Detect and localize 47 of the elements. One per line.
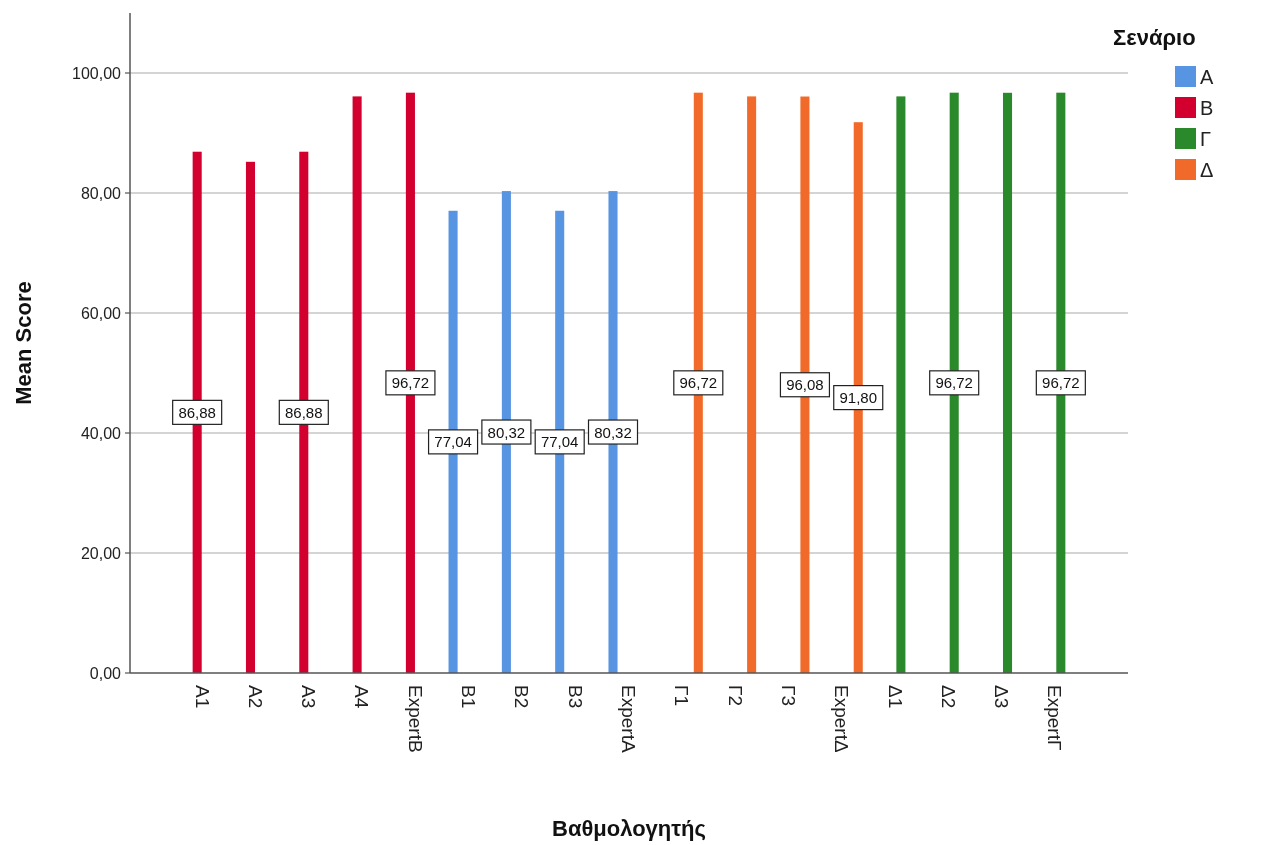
legend-label: Γ — [1200, 128, 1212, 150]
data-label: 96,72 — [679, 374, 718, 392]
y-tick-label: 40,00 — [80, 424, 122, 442]
y-axis-title: Mean Score — [11, 281, 36, 405]
data-label: 96,72 — [935, 374, 973, 392]
legend-label: Β — [1200, 97, 1214, 119]
x-tick-label: Γ2 — [725, 685, 747, 707]
data-label: 96,08 — [786, 376, 824, 394]
y-tick-label: 80,00 — [80, 184, 122, 202]
bar — [1002, 92, 1013, 673]
x-tick-label: Α4 — [351, 685, 373, 709]
data-label: 86,88 — [178, 403, 216, 421]
bar — [747, 96, 757, 673]
bar — [896, 96, 906, 673]
x-tick-label: Α1 — [192, 685, 213, 709]
bar — [352, 96, 362, 673]
data-label: 77,04 — [434, 433, 472, 451]
x-tick-label: Α3 — [298, 685, 320, 709]
x-tick-label: Β1 — [458, 685, 480, 709]
x-tick-label: ExpertΒ — [405, 685, 427, 753]
data-label: 80,32 — [487, 423, 526, 441]
y-tick-label: 0,00 — [89, 664, 122, 682]
x-tick-label: Β2 — [511, 685, 533, 709]
x-tick-label: Δ3 — [991, 685, 1013, 709]
x-tick-label: Γ3 — [778, 685, 800, 707]
x-tick-label: Α2 — [245, 685, 267, 709]
legend-label: Δ — [1200, 159, 1214, 181]
x-tick-label: Β3 — [565, 685, 587, 709]
data-label: 86,88 — [285, 403, 323, 421]
x-tick-label: Γ1 — [671, 685, 693, 707]
x-tick-label: ExpertΔ — [831, 685, 853, 753]
legend-label: Α — [1200, 66, 1214, 88]
data-label: 96,72 — [1042, 374, 1080, 392]
x-tick-label: Δ2 — [938, 685, 960, 709]
x-tick-label: ExpertΑ — [618, 685, 640, 753]
bar — [245, 161, 256, 673]
x-tick-label: ExpertΓ — [1045, 685, 1066, 751]
data-label: 96,72 — [391, 374, 430, 392]
x-axis-title: Βαθμολογητής — [552, 816, 706, 841]
data-label: 77,04 — [540, 433, 579, 451]
legend-title: Σενάριο — [1113, 25, 1196, 50]
y-tick-label: 20,00 — [80, 544, 122, 562]
y-tick-label: 100,00 — [72, 64, 122, 82]
data-label: 80,32 — [594, 423, 632, 441]
data-label: 91,80 — [839, 389, 878, 407]
x-tick-label: Δ1 — [885, 685, 907, 709]
y-tick-label: 60,00 — [80, 304, 122, 322]
